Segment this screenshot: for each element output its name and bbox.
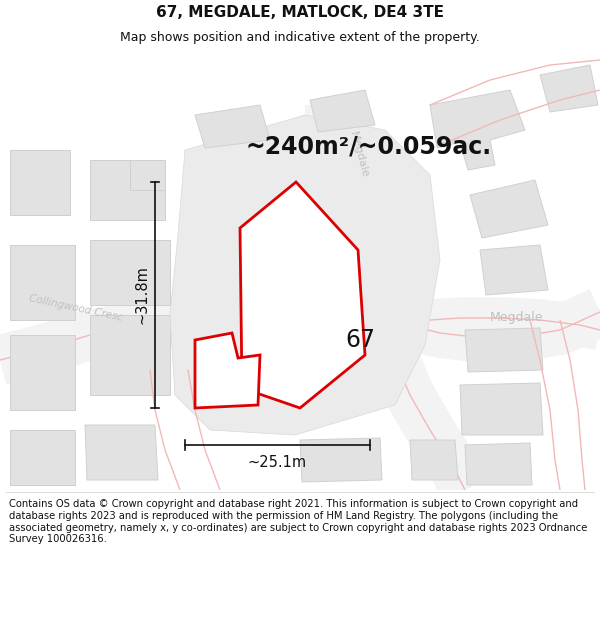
- Text: ~25.1m: ~25.1m: [248, 455, 307, 470]
- Text: ~31.8m: ~31.8m: [134, 266, 149, 324]
- Polygon shape: [310, 90, 375, 132]
- Polygon shape: [10, 150, 70, 215]
- Polygon shape: [195, 333, 260, 408]
- Text: ~240m²/~0.059ac.: ~240m²/~0.059ac.: [245, 134, 491, 158]
- Text: Map shows position and indicative extent of the property.: Map shows position and indicative extent…: [120, 31, 480, 44]
- Polygon shape: [90, 315, 170, 395]
- Polygon shape: [85, 425, 158, 480]
- Polygon shape: [10, 245, 75, 320]
- Text: Collingwood Cresc: Collingwood Cresc: [28, 293, 124, 323]
- Polygon shape: [240, 182, 365, 408]
- Polygon shape: [480, 245, 548, 295]
- Polygon shape: [300, 438, 382, 482]
- Polygon shape: [195, 105, 270, 148]
- Polygon shape: [90, 240, 170, 305]
- Polygon shape: [10, 335, 75, 410]
- Polygon shape: [465, 443, 532, 485]
- Polygon shape: [90, 160, 165, 220]
- Polygon shape: [540, 65, 598, 112]
- Text: Megdale: Megdale: [490, 311, 544, 324]
- Polygon shape: [460, 383, 543, 435]
- Text: Megdale: Megdale: [348, 131, 370, 179]
- Text: 67, MEGDALE, MATLOCK, DE4 3TE: 67, MEGDALE, MATLOCK, DE4 3TE: [156, 5, 444, 20]
- Text: 67: 67: [345, 328, 375, 352]
- Polygon shape: [465, 328, 543, 372]
- Polygon shape: [90, 160, 165, 220]
- Polygon shape: [410, 440, 458, 480]
- Text: Contains OS data © Crown copyright and database right 2021. This information is : Contains OS data © Crown copyright and d…: [9, 499, 587, 544]
- Polygon shape: [470, 180, 548, 238]
- Polygon shape: [10, 430, 75, 485]
- Polygon shape: [430, 90, 525, 170]
- Polygon shape: [170, 115, 440, 435]
